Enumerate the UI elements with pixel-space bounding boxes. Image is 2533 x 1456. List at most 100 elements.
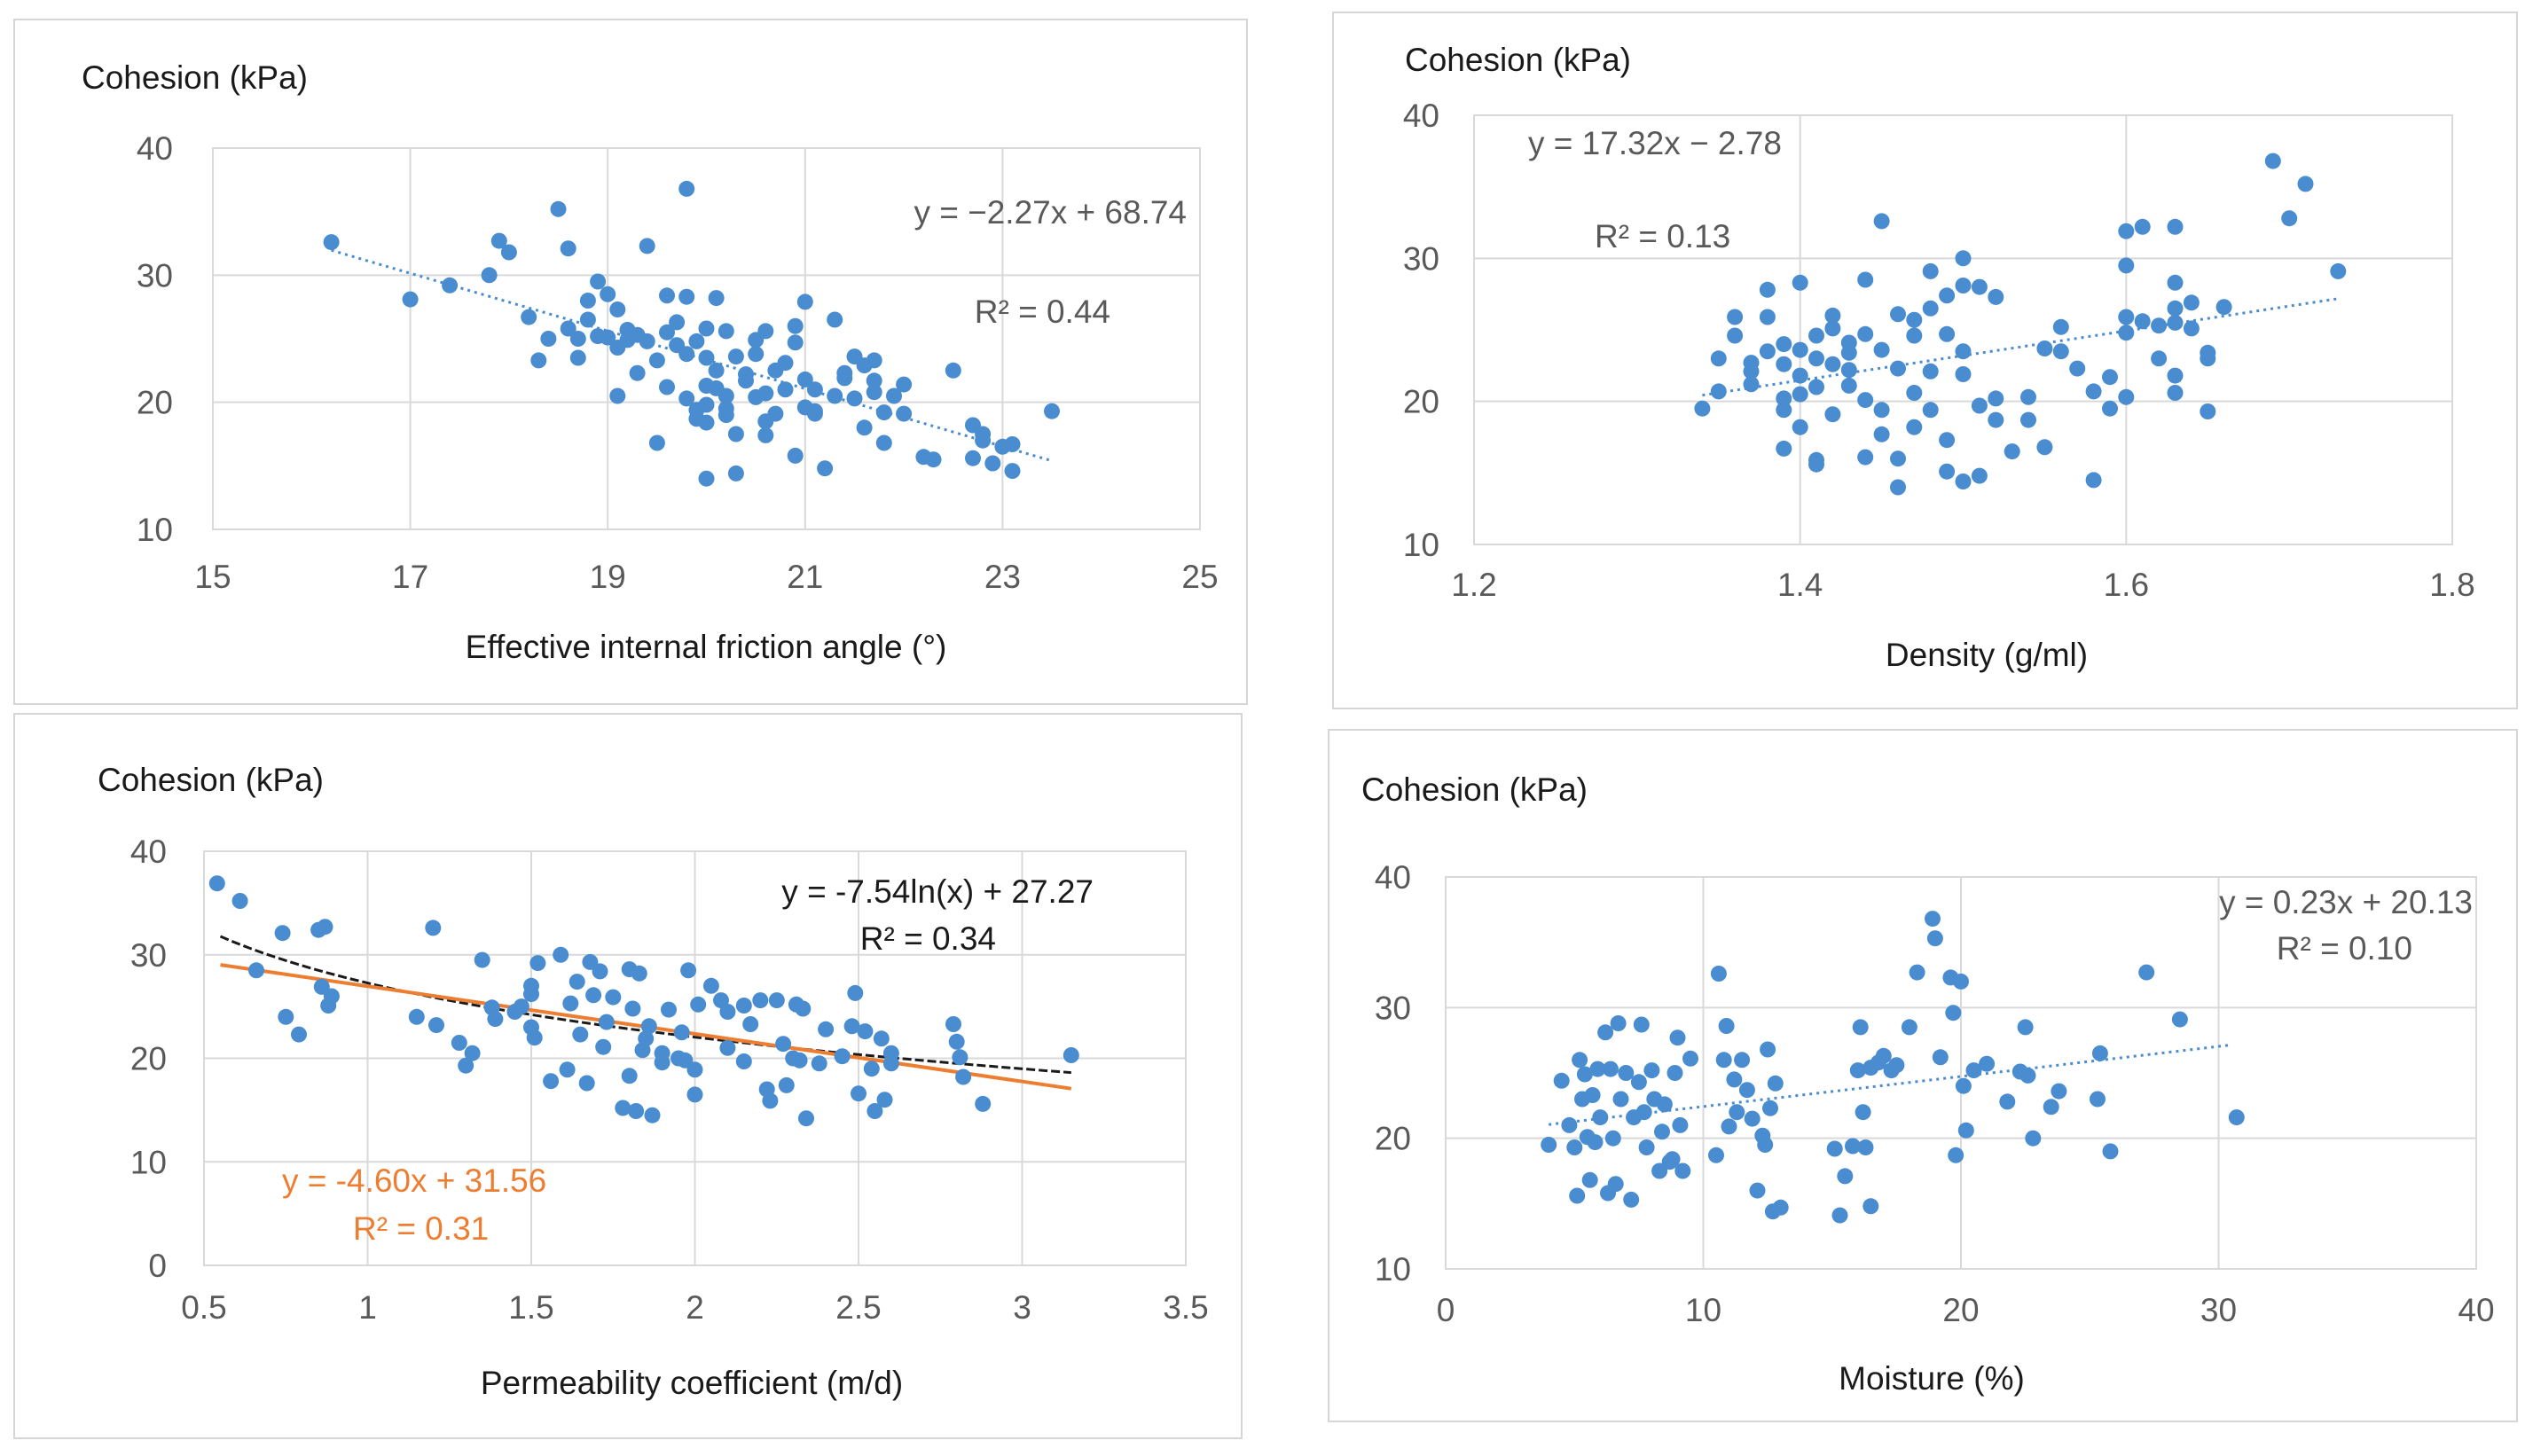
data-point: [1792, 341, 1808, 358]
data-point: [806, 405, 823, 422]
log-r-squared-label: R² = 0.34: [860, 920, 996, 957]
data-point: [1643, 1062, 1660, 1079]
data-point: [945, 362, 961, 379]
data-point: [1926, 930, 1943, 947]
data-point: [798, 1110, 814, 1127]
r-squared-label: R² = 0.13: [1595, 218, 1730, 254]
data-point: [579, 311, 596, 328]
data-point: [464, 1045, 481, 1061]
data-point: [1581, 1171, 1598, 1188]
data-point: [1922, 262, 1939, 279]
data-point: [708, 290, 725, 307]
data-point: [1566, 1139, 1583, 1155]
data-point: [1840, 377, 1857, 394]
y-tick-label: 30: [1375, 990, 1411, 1026]
data-point: [2118, 257, 2135, 274]
data-point: [1710, 383, 1727, 400]
r-squared-label: R² = 0.44: [975, 294, 1110, 330]
data-point: [248, 962, 264, 979]
data-point: [1759, 309, 1776, 325]
data-point: [1604, 1130, 1621, 1147]
x-tick-label: 25: [1181, 559, 1218, 595]
panel-friction: 10 20 30 40 15 17 19 21 23 25 Cohesion (kPa) Effe…: [13, 19, 1248, 705]
data-point: [818, 1021, 835, 1037]
data-point: [1857, 271, 1874, 288]
data-point: [863, 1061, 880, 1077]
data-point: [680, 962, 697, 979]
data-point: [925, 451, 942, 468]
data-point: [678, 180, 695, 197]
data-point: [1776, 440, 1792, 457]
y-axis-title: Cohesion (kPa): [1361, 771, 1588, 808]
data-point: [984, 455, 1001, 472]
data-point: [875, 404, 892, 421]
data-point: [1849, 1062, 1866, 1079]
data-point: [1953, 973, 1969, 990]
data-point: [1610, 1015, 1627, 1031]
data-point: [708, 362, 725, 379]
data-point: [408, 1008, 425, 1025]
data-point: [1727, 309, 1744, 325]
data-point: [1988, 288, 2004, 305]
data-point: [834, 1048, 851, 1065]
data-point: [2183, 320, 2200, 337]
data-point: [569, 974, 585, 990]
data-point: [896, 405, 913, 422]
data-point: [738, 372, 754, 389]
data-point: [560, 240, 576, 257]
data-point: [2085, 472, 2102, 489]
data-point: [727, 348, 744, 365]
data-point: [1957, 1122, 1974, 1139]
y-tick-label: 40: [1403, 98, 1439, 134]
y-tick-label: 0: [148, 1248, 167, 1284]
data-point: [2134, 218, 2151, 235]
data-point: [735, 998, 752, 1014]
data-point: [1824, 307, 1841, 324]
data-point: [1738, 1082, 1755, 1099]
data-point: [1792, 386, 1808, 403]
x-tick-label: 3: [1013, 1289, 1031, 1326]
data-point: [886, 387, 902, 404]
data-point: [659, 379, 675, 395]
y-tick-label: 10: [130, 1144, 167, 1180]
data-point: [578, 1075, 595, 1092]
data-point: [490, 232, 507, 249]
data-point: [1939, 325, 1956, 342]
log-equation-label: y = -7.54ln(x) + 27.27: [781, 873, 1094, 910]
data-point: [1587, 1134, 1604, 1151]
y-tick-label: 20: [1403, 384, 1439, 420]
data-point: [1767, 1075, 1784, 1092]
data-point: [2167, 300, 2184, 317]
data-point: [1635, 1104, 1652, 1121]
data-point: [526, 1029, 543, 1046]
data-point: [629, 364, 646, 381]
data-point: [609, 301, 626, 317]
data-point: [1824, 406, 1841, 423]
data-point: [659, 324, 675, 341]
data-point: [1602, 1061, 1619, 1077]
data-point: [1831, 1207, 1848, 1224]
x-tick-label: 1.6: [2104, 567, 2149, 603]
data-point: [2151, 317, 2168, 334]
data-point: [1792, 419, 1808, 435]
data-point: [1840, 334, 1857, 351]
data-point: [1004, 436, 1021, 452]
data-point: [560, 320, 576, 337]
x-axis-title: Moisture (%): [1839, 1360, 2025, 1397]
data-point: [231, 893, 248, 909]
equation-label: y = −2.27x + 68.74: [914, 194, 1187, 231]
data-point: [1965, 1062, 1982, 1079]
data-point: [787, 334, 804, 351]
data-point: [1939, 287, 1956, 304]
data-point: [529, 955, 546, 972]
data-point: [955, 1069, 972, 1085]
data-point: [2020, 411, 2036, 428]
data-point: [1971, 278, 1988, 295]
data-point: [624, 1000, 641, 1017]
data-point: [778, 1076, 795, 1093]
x-tick-label: 0: [1437, 1292, 1455, 1328]
data-point: [1857, 1139, 1874, 1155]
linear-equation-label: y = -4.60x + 31.56: [282, 1162, 546, 1199]
data-point: [1939, 463, 1956, 480]
